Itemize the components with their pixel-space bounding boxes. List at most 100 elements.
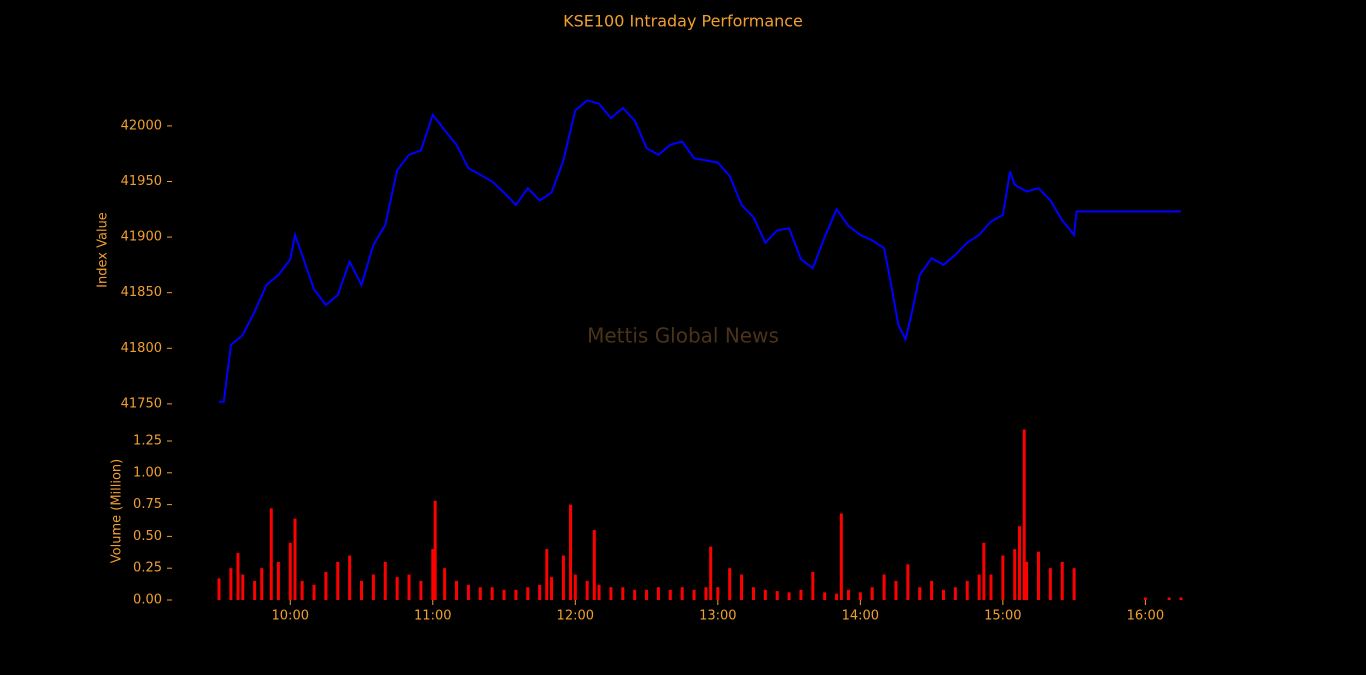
volume-bar: [680, 587, 684, 600]
volume-bar: [894, 580, 898, 600]
volume-bar: [704, 587, 708, 600]
volume-bar: [514, 589, 518, 600]
x-tick-label: 15:00: [984, 609, 1021, 624]
volume-bar: [751, 587, 755, 600]
volume-bar: [383, 561, 387, 600]
volume-bar: [1060, 561, 1064, 600]
x-tick-label: 11:00: [414, 609, 451, 624]
volume-bar: [882, 574, 886, 600]
volume-bar: [260, 568, 264, 600]
volume-bar: [561, 555, 565, 600]
y-tick-label: 41750: [121, 396, 162, 411]
volume-bar: [550, 577, 554, 600]
volume-bar: [502, 589, 506, 600]
volume-bar: [478, 587, 482, 600]
x-tick-label: 16:00: [1127, 609, 1164, 624]
volume-bar: [288, 542, 292, 600]
volume-bar: [930, 580, 934, 600]
volume-bar: [953, 587, 957, 600]
volume-bar: [692, 589, 696, 600]
index-line: [219, 99, 1181, 403]
volume-bar: [217, 578, 221, 600]
y-tick-label: 0.75: [133, 497, 162, 512]
volume-bar: [965, 580, 969, 600]
volume-bar: [300, 580, 304, 600]
x-tick-label: 12:00: [557, 609, 594, 624]
volume-bar: [709, 546, 713, 600]
volume-bar: [982, 542, 986, 600]
volume-bar: [585, 580, 589, 600]
y-tick-label: 0.25: [133, 561, 162, 576]
volume-bar: [918, 587, 922, 600]
volume-bar: [269, 508, 273, 600]
volume-bar: [645, 589, 649, 600]
volume-bar: [811, 572, 815, 600]
volume-bar: [740, 574, 744, 600]
volume-bar: [787, 592, 791, 600]
y-tick-label: 42000: [121, 118, 162, 133]
chart-title: KSE100 Intraday Performance: [563, 12, 803, 31]
volume-bar: [545, 549, 549, 600]
volume-bar: [1017, 526, 1021, 600]
y-tick-label: 41800: [121, 341, 162, 356]
watermark: Mettis Global News: [587, 324, 779, 348]
volume-bar: [443, 568, 447, 600]
volume-bar: [775, 591, 779, 600]
volume-bar: [1179, 597, 1183, 600]
volume-bar: [1025, 561, 1029, 600]
volume-bar: [656, 587, 660, 600]
y-tick-label: 0.00: [133, 593, 162, 608]
y-axis-label: Volume (Million): [110, 459, 125, 563]
volume-bar: [1022, 429, 1026, 600]
volume-bar: [1001, 555, 1005, 600]
volume-bar: [728, 568, 732, 600]
y-tick-label: 41900: [121, 230, 162, 245]
y-axis-label: Index Value: [96, 212, 111, 288]
volume-bar: [395, 577, 399, 600]
volume-bar: [241, 574, 245, 600]
volume-bar: [466, 584, 470, 600]
volume-bar: [597, 584, 601, 600]
x-tick-label: 14:00: [842, 609, 879, 624]
volume-bar: [569, 504, 573, 600]
volume-bar: [941, 589, 945, 600]
volume-bar: [236, 552, 240, 600]
volume-bar: [835, 593, 839, 600]
volume-bar: [407, 574, 411, 600]
volume-bar: [455, 580, 459, 600]
volume-bar: [668, 589, 672, 600]
y-tick-label: 1.00: [133, 465, 162, 480]
volume-bar: [621, 587, 625, 600]
volume-bar: [490, 587, 494, 600]
volume-bar: [839, 513, 843, 600]
y-tick-label: 41850: [121, 285, 162, 300]
volume-bar: [870, 587, 874, 600]
volume-bar: [419, 580, 423, 600]
volume-bar: [1072, 568, 1076, 600]
volume-bar: [1143, 597, 1147, 600]
volume-bar: [324, 572, 328, 600]
volume-bar: [823, 592, 827, 600]
volume-bar: [989, 574, 993, 600]
volume-bar: [763, 589, 767, 600]
volume-bar: [312, 584, 316, 600]
volume-bar: [846, 589, 850, 600]
volume-bar: [276, 561, 280, 600]
y-tick-label: 41950: [121, 174, 162, 189]
volume-bar: [1036, 551, 1040, 600]
volume-bar: [977, 574, 981, 600]
y-tick-label: 0.50: [133, 529, 162, 544]
y-tick-label: 1.25: [133, 433, 162, 448]
volume-bar: [716, 587, 720, 600]
volume-bar: [592, 530, 596, 600]
volume-bar: [906, 564, 910, 600]
volume-bar: [360, 580, 364, 600]
volume-bar: [799, 589, 803, 600]
volume-bar: [293, 518, 297, 600]
volume-bar: [858, 592, 862, 600]
x-tick-label: 13:00: [699, 609, 736, 624]
volume-bar: [526, 587, 530, 600]
volume-bar: [1167, 597, 1171, 600]
